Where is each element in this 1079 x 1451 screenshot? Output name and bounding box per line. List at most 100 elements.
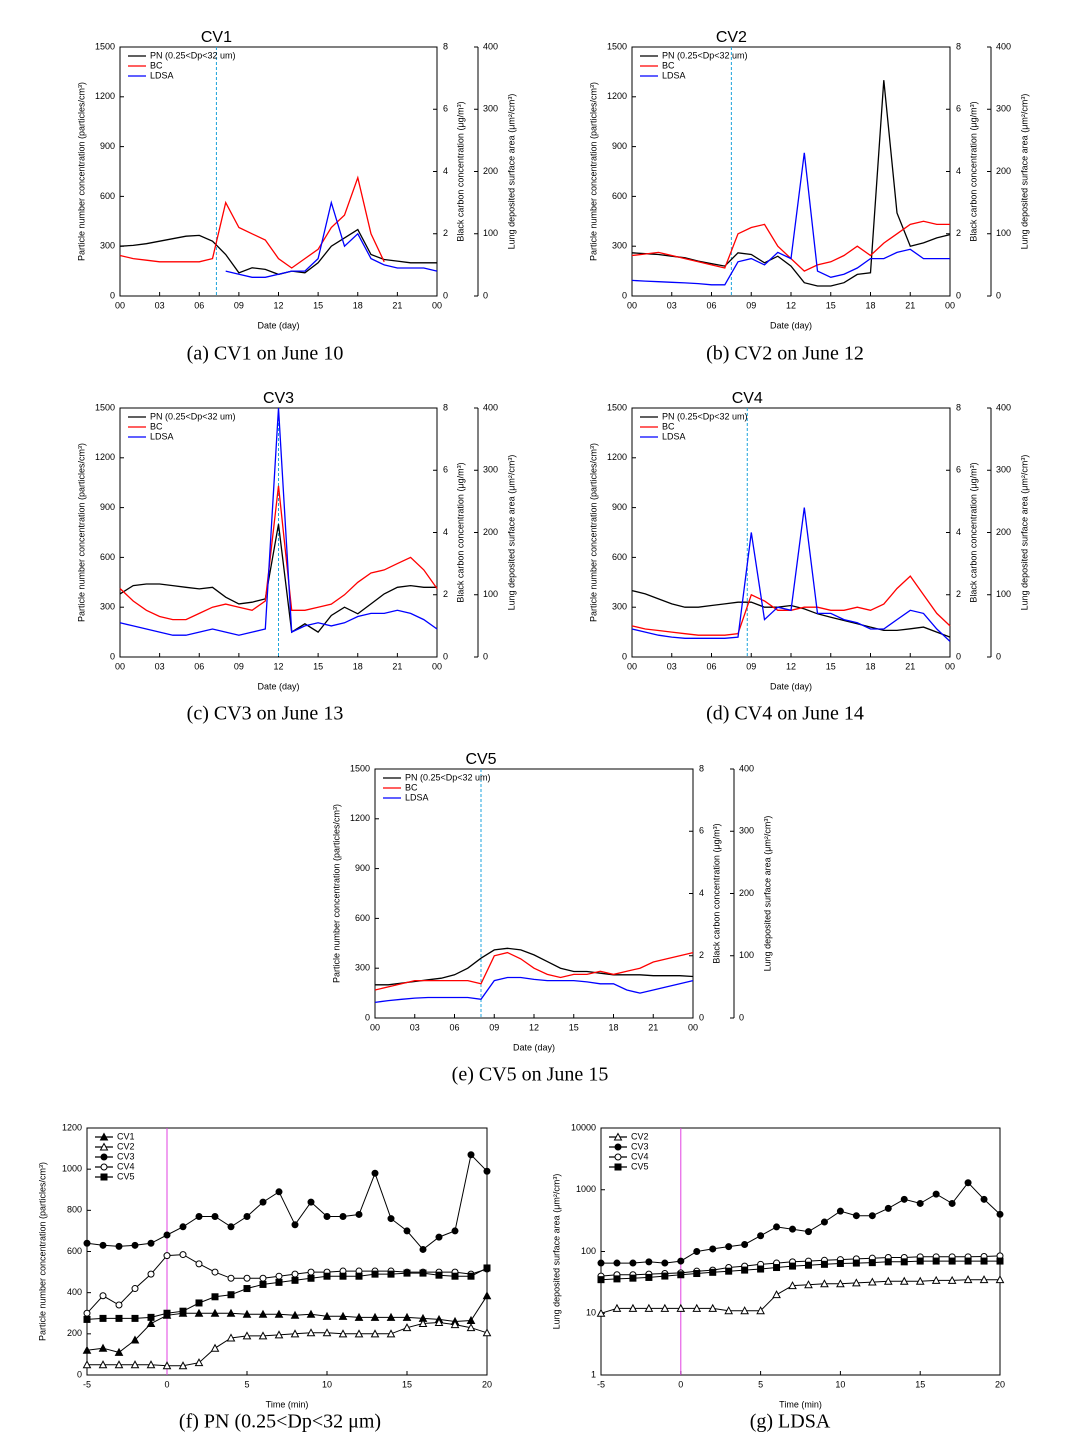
marker: [274, 1309, 284, 1318]
marker: [709, 1268, 717, 1276]
marker: [757, 1265, 765, 1273]
y2-axis-label: Black carbon concentration (μg/m³): [455, 462, 465, 602]
marker: [307, 1274, 315, 1282]
marker: [836, 1207, 844, 1215]
marker: [370, 1312, 380, 1321]
marker: [899, 1276, 909, 1285]
marker: [306, 1309, 316, 1318]
y-tick-label: 900: [612, 141, 627, 151]
y-tick-label: 1000: [62, 1164, 82, 1174]
y3-tick-label: 300: [483, 104, 498, 114]
marker: [482, 1328, 492, 1337]
y-tick-label: 600: [100, 191, 115, 201]
marker: [628, 1303, 638, 1312]
marker: [163, 1309, 171, 1317]
marker: [931, 1275, 941, 1284]
y2-tick-label: 2: [956, 228, 961, 238]
marker: [386, 1312, 396, 1321]
marker: [884, 1258, 892, 1266]
marker: [402, 1312, 412, 1321]
marker: [964, 1179, 972, 1187]
marker: [613, 1259, 621, 1267]
y-tick-label: 300: [355, 963, 370, 973]
marker: [693, 1270, 701, 1278]
marker: [338, 1311, 348, 1320]
x-axis-label: Date (day): [770, 320, 812, 330]
marker: [916, 1199, 924, 1207]
marker: [387, 1270, 395, 1278]
marker: [466, 1323, 476, 1332]
x-tick-label: 21: [905, 661, 915, 671]
x-axis-label: Time (min): [266, 1399, 309, 1409]
y2-axis-label: Black carbon concentration (μg/m³): [455, 101, 465, 241]
legend-marker: [100, 1163, 108, 1171]
marker: [884, 1204, 892, 1212]
marker: [932, 1190, 940, 1198]
x-axis-label: Time (min): [779, 1399, 822, 1409]
x-tick-label: 00: [627, 300, 637, 310]
marker: [724, 1306, 734, 1315]
y3-tick-label: 100: [996, 228, 1011, 238]
x-tick-label: 00: [432, 661, 442, 671]
marker: [852, 1212, 860, 1220]
y2-tick-label: 6: [956, 465, 961, 475]
x-tick-label: 00: [688, 1022, 698, 1032]
marker: [693, 1248, 701, 1255]
marker: [98, 1343, 108, 1352]
y-tick-label: 600: [355, 913, 370, 923]
marker: [179, 1307, 187, 1315]
y3-tick-label: 400: [739, 763, 754, 773]
y3-axis-label: Lung deposited surface area (μm²/cm³): [762, 816, 772, 972]
x-tick-label: 21: [392, 661, 402, 671]
x-tick-label: 18: [353, 300, 363, 310]
y-axis-label: Particle number concentration (particles…: [331, 804, 341, 983]
marker: [692, 1303, 702, 1312]
marker: [948, 1257, 956, 1265]
y-tick-label: 300: [100, 241, 115, 251]
marker: [868, 1212, 876, 1220]
y-tick-label: 10000: [571, 1122, 596, 1132]
y2-tick-label: 4: [443, 166, 448, 176]
marker: [195, 1213, 203, 1221]
marker: [788, 1281, 797, 1290]
series-line: [600, 1260, 1000, 1281]
x-tick-label: 18: [865, 300, 875, 310]
y2-tick-label: 2: [956, 589, 961, 599]
legend-label: BC: [150, 421, 163, 431]
y3-tick-label: 0: [483, 651, 488, 661]
legend-label: BC: [150, 60, 163, 70]
marker: [387, 1215, 395, 1223]
y-tick-label: 600: [612, 552, 627, 562]
marker: [258, 1309, 268, 1318]
marker: [163, 1252, 171, 1260]
y3-tick-label: 100: [483, 589, 498, 599]
legend-label: LDSA: [662, 70, 686, 80]
x-tick-label: 5: [758, 1379, 763, 1389]
marker: [467, 1272, 475, 1280]
y2-tick-label: 0: [443, 651, 448, 661]
caption: (c) CV3 on June 13: [187, 703, 344, 725]
x-axis-label: Date (day): [257, 320, 299, 330]
marker: [210, 1308, 220, 1317]
marker: [789, 1225, 797, 1233]
marker: [418, 1318, 428, 1328]
x-tick-label: 03: [667, 661, 677, 671]
marker: [708, 1303, 718, 1312]
y2-tick-label: 0: [956, 290, 961, 300]
legend-label: BC: [662, 60, 675, 70]
marker: [789, 1262, 797, 1270]
x-tick-label: 12: [273, 300, 283, 310]
y2-tick-label: 6: [956, 104, 961, 114]
marker: [980, 1257, 988, 1265]
legend-marker: [100, 1153, 108, 1161]
marker: [709, 1245, 717, 1253]
series-line: [86, 1267, 488, 1320]
y3-tick-label: 300: [996, 104, 1011, 114]
x-tick-label: 15: [313, 300, 323, 310]
marker: [322, 1311, 332, 1320]
x-tick-label: 03: [155, 661, 165, 671]
y-axis-label: Lung deposited surface area (μm²/cm³): [551, 1174, 561, 1330]
y2-tick-label: 4: [699, 888, 704, 898]
marker: [242, 1309, 252, 1318]
